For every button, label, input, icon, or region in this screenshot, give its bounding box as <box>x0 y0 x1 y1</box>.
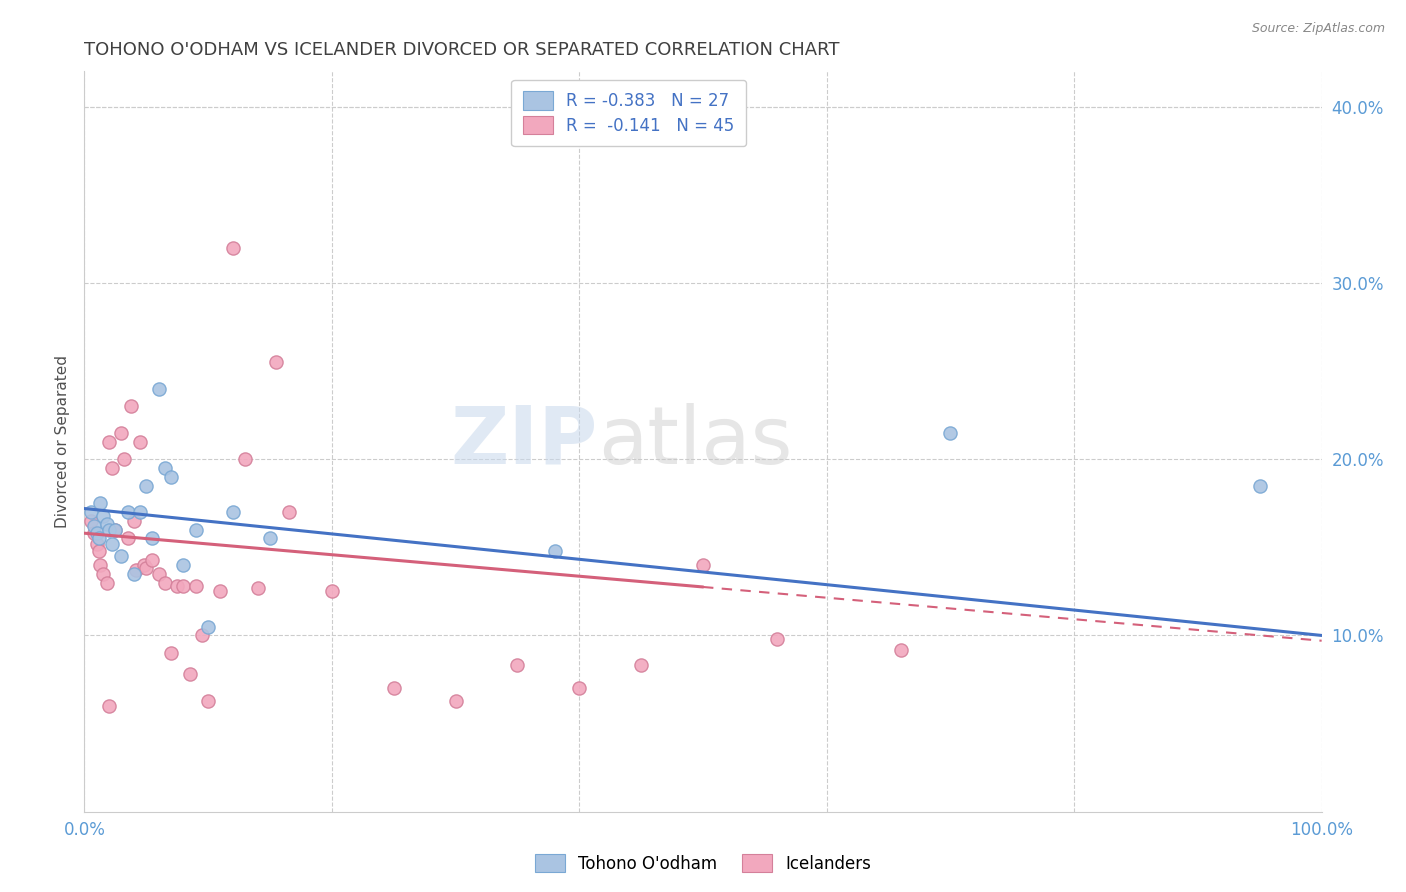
Point <box>444 694 467 708</box>
Point <box>166 579 188 593</box>
Y-axis label: Divorced or Separated: Divorced or Separated <box>55 355 70 528</box>
Point <box>96 517 118 532</box>
Point <box>259 532 281 546</box>
Point <box>141 532 163 546</box>
Point <box>160 646 183 660</box>
Point <box>141 552 163 566</box>
Text: ZIP: ZIP <box>450 402 598 481</box>
Point <box>89 544 111 558</box>
Point <box>148 566 170 581</box>
Point <box>153 461 176 475</box>
Point <box>91 566 114 581</box>
Text: Source: ZipAtlas.com: Source: ZipAtlas.com <box>1251 22 1385 36</box>
Point <box>89 532 111 546</box>
Point <box>79 514 101 528</box>
Point <box>83 526 105 541</box>
Point <box>191 628 214 642</box>
Point <box>179 667 201 681</box>
Legend: Tohono O'odham, Icelanders: Tohono O'odham, Icelanders <box>529 847 877 880</box>
Point <box>148 382 170 396</box>
Text: atlas: atlas <box>598 402 792 481</box>
Point <box>110 549 132 563</box>
Point <box>86 526 108 541</box>
Point <box>568 681 591 696</box>
Point <box>98 698 121 713</box>
Point <box>135 478 157 492</box>
Point <box>277 505 299 519</box>
Point <box>83 519 105 533</box>
Point <box>197 694 219 708</box>
Point <box>125 563 148 577</box>
Point <box>96 575 118 590</box>
Point <box>132 558 155 572</box>
Legend: R = -0.383   N = 27, R =  -0.141   N = 45: R = -0.383 N = 27, R = -0.141 N = 45 <box>512 79 747 146</box>
Point <box>172 558 194 572</box>
Point <box>98 523 121 537</box>
Point <box>89 558 111 572</box>
Point <box>120 399 142 413</box>
Point <box>79 505 101 519</box>
Point <box>506 658 529 673</box>
Point <box>766 632 789 646</box>
Point <box>122 566 145 581</box>
Point <box>209 584 232 599</box>
Point <box>104 523 127 537</box>
Point <box>89 496 111 510</box>
Point <box>1249 478 1271 492</box>
Point <box>117 532 139 546</box>
Point <box>939 425 962 440</box>
Point <box>100 537 122 551</box>
Point <box>86 537 108 551</box>
Point <box>543 544 565 558</box>
Point <box>382 681 405 696</box>
Text: TOHONO O'ODHAM VS ICELANDER DIVORCED OR SEPARATED CORRELATION CHART: TOHONO O'ODHAM VS ICELANDER DIVORCED OR … <box>84 41 839 59</box>
Point <box>184 579 207 593</box>
Point <box>104 523 127 537</box>
Point <box>321 584 343 599</box>
Point <box>630 658 652 673</box>
Point <box>117 505 139 519</box>
Point <box>264 355 287 369</box>
Point <box>122 514 145 528</box>
Point <box>222 505 245 519</box>
Point <box>160 470 183 484</box>
Point <box>153 575 176 590</box>
Point <box>91 508 114 523</box>
Point <box>184 523 207 537</box>
Point <box>890 642 912 657</box>
Point <box>172 579 194 593</box>
Point <box>110 425 132 440</box>
Point <box>246 581 269 595</box>
Point <box>222 241 245 255</box>
Point <box>129 434 152 449</box>
Point <box>100 461 122 475</box>
Point <box>112 452 135 467</box>
Point <box>233 452 256 467</box>
Point <box>692 558 714 572</box>
Point <box>129 505 152 519</box>
Point <box>98 434 121 449</box>
Point <box>197 619 219 633</box>
Point <box>135 561 157 575</box>
